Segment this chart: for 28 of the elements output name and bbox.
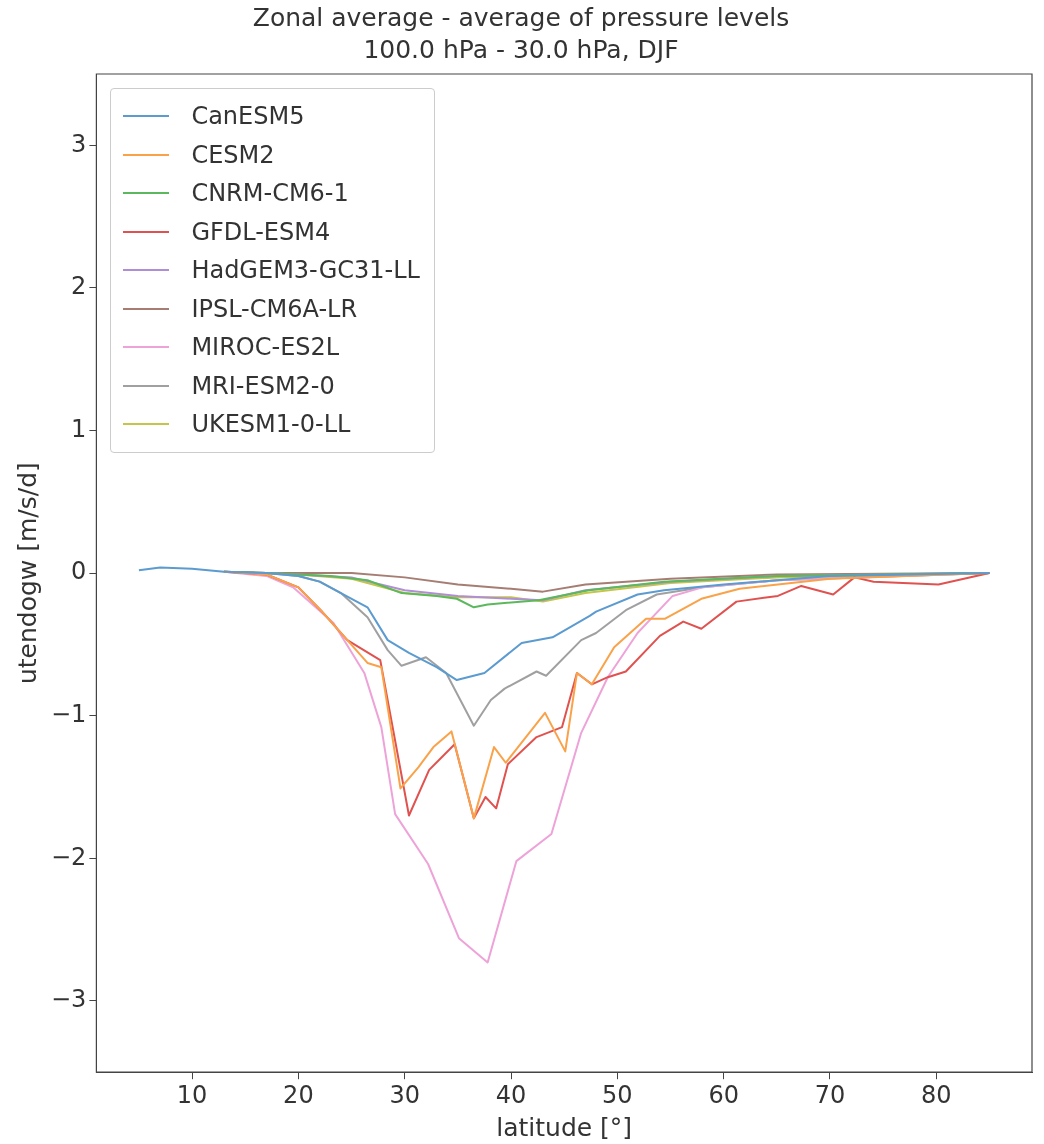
legend-label: IPSL-CM6A-LR: [191, 294, 358, 323]
x-tick-label: 60: [708, 1080, 739, 1109]
y-tick-label: −1: [50, 699, 87, 728]
legend-label: GFDL-ESM4: [191, 217, 331, 246]
y-tick-label: −2: [50, 842, 87, 871]
y-tick-label: −3: [50, 985, 87, 1014]
y-axis-title: utendogw [m/s/d]: [12, 462, 42, 685]
legend-label: CanESM5: [191, 102, 305, 131]
legend-label: CESM2: [191, 140, 275, 169]
chart-subtitle: 100.0 hPa - 30.0 hPa, DJF: [363, 34, 679, 64]
x-axis-title: latitude [°]: [496, 1112, 633, 1142]
x-tick-label: 30: [389, 1080, 420, 1109]
chart-title: Zonal average - average of pressure levels: [252, 2, 790, 32]
y-tick-label: 1: [71, 414, 87, 443]
y-tick-label: 2: [71, 272, 87, 301]
legend-label: CNRM-CM6-1: [191, 179, 349, 208]
x-tick-label: 10: [176, 1080, 208, 1109]
x-tick-label: 40: [495, 1080, 527, 1109]
legend-label: HadGEM3-GC31-LL: [191, 256, 420, 285]
x-tick-label: 80: [921, 1080, 952, 1109]
legend-label: MRI-ESM2-0: [191, 371, 335, 400]
legend-label: MIROC-ES2L: [191, 333, 340, 362]
y-tick-label: 0: [71, 557, 87, 586]
x-tick-label: 70: [814, 1080, 846, 1109]
y-tick-label: 3: [71, 129, 87, 158]
x-tick-label: 20: [283, 1080, 314, 1109]
x-tick-label: 50: [602, 1080, 633, 1109]
legend-label: UKESM1-0-LL: [191, 410, 351, 439]
